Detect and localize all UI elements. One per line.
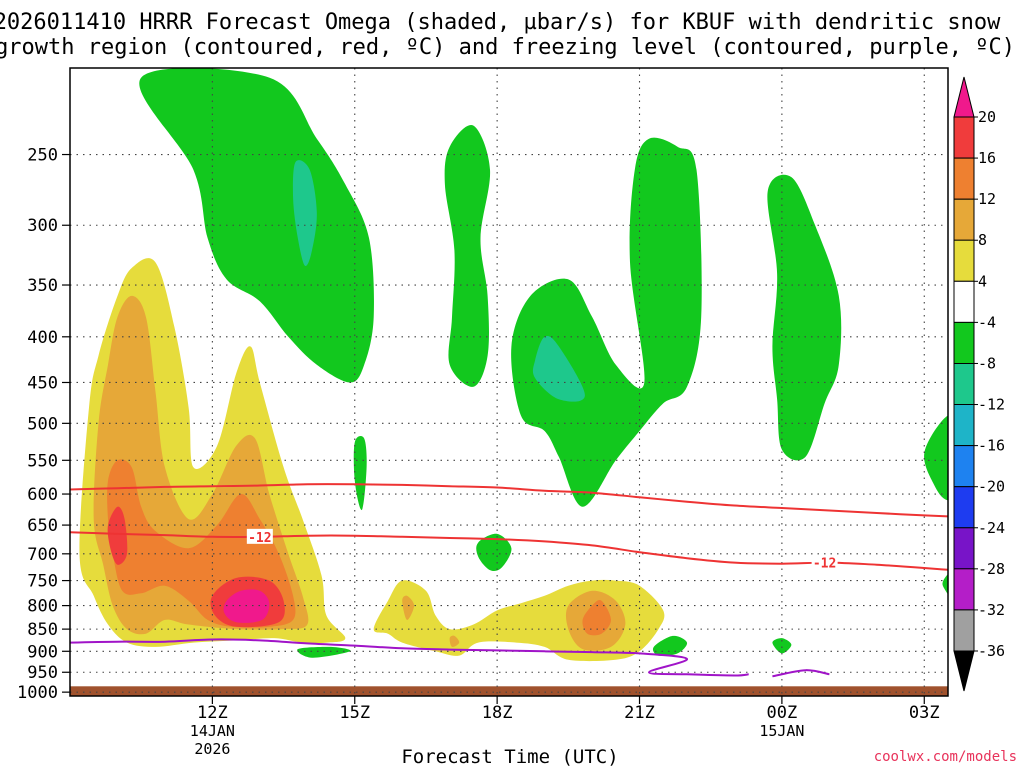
contour-freezing-level — [70, 638, 749, 677]
y-tick-label-850: 850 — [27, 620, 58, 640]
y-tick-label-750: 750 — [27, 572, 58, 592]
x-tick-date: 15JAN — [759, 722, 804, 740]
colorbar-bin — [953, 486, 975, 529]
colorbar-top-arrow — [953, 76, 975, 118]
colorbar-bin — [953, 157, 975, 200]
x-axis-label: Forecast Time (UTC) — [401, 746, 618, 768]
y-tick-label-900: 900 — [27, 642, 58, 662]
colorbar-bin — [953, 280, 975, 323]
contour-label-minus12: -12 — [248, 531, 271, 546]
x-tick-label-21Z: 21Z — [624, 703, 655, 723]
colorbar-bin — [953, 568, 975, 611]
colorbar-label: -36 — [978, 642, 1005, 660]
colorbar-label: 16 — [978, 149, 996, 167]
below-ground-surface — [70, 686, 948, 696]
colorbar-bin — [953, 404, 975, 447]
omega-region-6 — [924, 415, 948, 501]
omega-region-1 — [292, 160, 317, 267]
colorbar: 20 16 12 8 4 -4 -8 -12 -16 -20 -24 -28 -32 -36 — [953, 76, 1005, 692]
colorbar-bin — [953, 116, 975, 159]
colorbar-label: -24 — [978, 519, 1005, 537]
colorbar-label: 8 — [978, 231, 987, 249]
omega-region-9 — [942, 573, 948, 595]
colorbar-bin — [953, 609, 975, 652]
y-tick-label-950: 950 — [27, 663, 58, 683]
x-tick-label-03Z: 03Z — [909, 703, 940, 723]
colorbar-label: -32 — [978, 601, 1005, 619]
y-tick-label-1000: 1000 — [17, 683, 58, 703]
contour-label-bg-0 — [246, 528, 273, 544]
colorbar-bin — [953, 445, 975, 488]
colorbar-bin — [953, 321, 975, 364]
x-tick-label-00Z: 00Z — [767, 703, 798, 723]
y-tick-label-800: 800 — [27, 597, 58, 617]
chart-title-line2: growth region (contoured, red, ºC) and f… — [0, 35, 1015, 60]
y-tick-label-700: 700 — [27, 545, 58, 565]
colorbar-bin — [953, 363, 975, 406]
colorbar-label: -12 — [978, 396, 1005, 414]
watermark: coolwx.com/models — [874, 749, 1017, 765]
omega-region-17 — [402, 595, 415, 620]
y-tick-label-600: 600 — [27, 485, 58, 505]
y-tick-label-300: 300 — [27, 216, 58, 236]
colorbar-label: -4 — [978, 313, 996, 331]
colorbar-bin — [953, 239, 975, 282]
omega-region-8 — [476, 533, 512, 572]
x-tick-year: 2026 — [194, 740, 230, 758]
omega-region-3 — [511, 137, 702, 507]
omega-region-2 — [444, 124, 491, 387]
y-tick-label-650: 650 — [27, 516, 58, 536]
x-tick-label-15Z: 15Z — [339, 703, 370, 723]
colorbar-label: -28 — [978, 560, 1005, 578]
colorbar-bin — [953, 527, 975, 570]
omega-region-21 — [582, 599, 611, 636]
contour-label-bg-1 — [811, 554, 838, 570]
contour-freezing-level-2 — [772, 669, 830, 678]
y-tick-label-450: 450 — [27, 373, 58, 393]
chart-title-line1: 2026011410 HRRR Forecast Omega (shaded, … — [0, 10, 1001, 35]
x-tick-label-12Z: 12Z — [197, 703, 228, 723]
colorbar-label: 20 — [978, 108, 996, 126]
omega-region-7 — [353, 436, 367, 511]
omega-region-11 — [772, 638, 792, 654]
contour-layer: -12 -12 — [70, 483, 948, 678]
omega-region-4 — [532, 335, 585, 402]
colorbar-label: 12 — [978, 190, 996, 208]
omega-shading-layer — [79, 68, 948, 662]
x-tick-label-18Z: 18Z — [482, 703, 513, 723]
omega-region-22 — [107, 506, 128, 565]
y-tick-label-350: 350 — [27, 276, 58, 296]
omega-region-12 — [297, 646, 351, 658]
omega-region-0 — [139, 68, 374, 383]
y-tick-label-550: 550 — [27, 451, 58, 471]
contour-label-minus12: -12 — [813, 557, 836, 572]
y-tick-label-250: 250 — [27, 146, 58, 166]
y-tick-label-500: 500 — [27, 414, 58, 434]
colorbar-bin — [953, 198, 975, 241]
omega-region-10 — [652, 635, 688, 656]
omega-region-18 — [449, 635, 460, 648]
colorbar-label: 4 — [978, 272, 987, 290]
omega-region-5 — [767, 174, 842, 461]
y-tick-label-400: 400 — [27, 328, 58, 348]
grid-layer — [70, 68, 948, 696]
colorbar-label: -20 — [978, 478, 1005, 496]
y-axis: 2503003504004505005506006507007508008509… — [17, 146, 70, 703]
x-tick-date: 14JAN — [190, 722, 235, 740]
contour-dgz-warm-edge — [70, 483, 948, 518]
colorbar-label: -8 — [978, 354, 996, 372]
colorbar-bottom-arrow — [953, 650, 975, 692]
colorbar-label: -16 — [978, 437, 1005, 455]
